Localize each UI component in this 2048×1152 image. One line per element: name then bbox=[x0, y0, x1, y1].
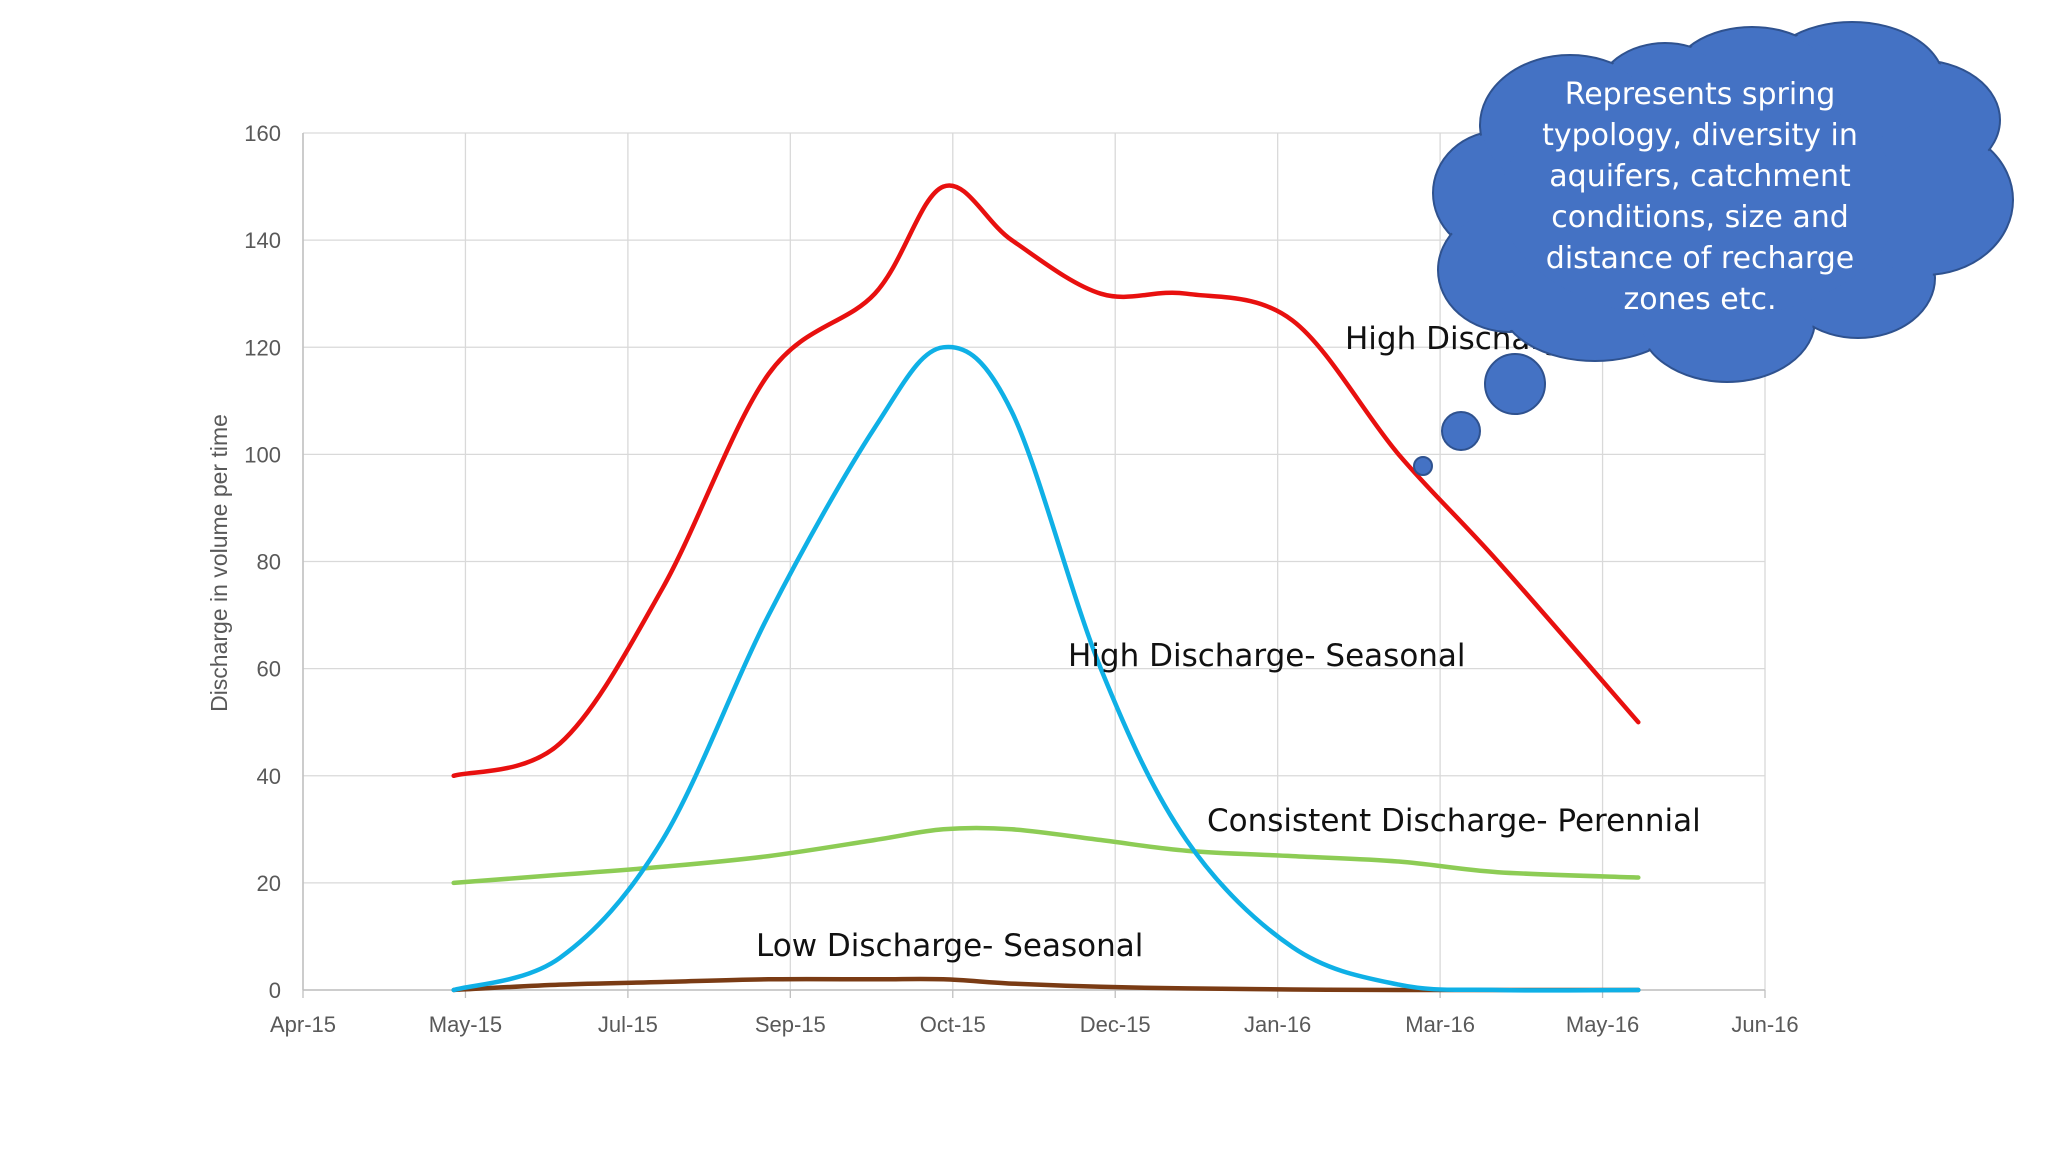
callout-text: Represents spring typology, diversity in… bbox=[1542, 77, 1858, 317]
series-line-high-discharge-seasonal bbox=[451, 344, 1641, 993]
series-lines bbox=[451, 183, 1641, 993]
y-tick-label: 80 bbox=[257, 550, 281, 575]
y-tick-label: 140 bbox=[244, 228, 281, 253]
x-tick-label: Oct-15 bbox=[920, 1012, 986, 1037]
thought-dot-medium bbox=[1441, 411, 1481, 451]
callout-line-5: distance of recharge bbox=[1546, 241, 1854, 276]
y-tick-label: 60 bbox=[257, 657, 281, 682]
y-tick-label: 0 bbox=[269, 978, 281, 1003]
grid bbox=[302, 132, 1766, 991]
series-line-high-discharge-perennial bbox=[451, 183, 1641, 779]
thought-dot-small bbox=[1413, 456, 1433, 476]
callout-line-4: conditions, size and bbox=[1551, 200, 1849, 235]
x-tick-label: Mar-16 bbox=[1405, 1012, 1475, 1037]
x-tick-label: Jan-16 bbox=[1244, 1012, 1311, 1037]
x-tick-label: Jun-16 bbox=[1731, 1012, 1798, 1037]
callout-line-3: aquifers, catchment bbox=[1549, 159, 1851, 194]
label-high-discharge-seasonal: High Discharge- Seasonal bbox=[1068, 638, 1466, 674]
label-low-discharge-seasonal: Low Discharge- Seasonal bbox=[756, 928, 1143, 964]
series-line-consistent-discharge-perennial bbox=[451, 825, 1641, 886]
callout-line-2: typology, diversity in bbox=[1542, 118, 1858, 153]
x-tick-label: Jul-15 bbox=[598, 1012, 658, 1037]
y-tick-label: 160 bbox=[244, 121, 281, 146]
y-tick-label: 120 bbox=[244, 335, 281, 360]
y-tick-label: 20 bbox=[257, 871, 281, 896]
callout-line-1: Represents spring bbox=[1565, 77, 1836, 112]
x-tick-label: Sep-15 bbox=[755, 1012, 826, 1037]
x-tick-label: Dec-15 bbox=[1080, 1012, 1151, 1037]
axes: Discharge in volume per time 0 20 40 60 80 10… bbox=[206, 121, 1799, 1037]
thought-bubble-callout: Represents spring typology, diversity in… bbox=[1413, 21, 2014, 476]
label-consistent-discharge-perennial: Consistent Discharge- Perennial bbox=[1207, 803, 1701, 839]
x-tick-label: May-15 bbox=[429, 1012, 502, 1037]
x-tick-label: Apr-15 bbox=[270, 1012, 336, 1037]
cloud-fill bbox=[1435, 24, 2011, 380]
series-line-low-discharge-seasonal bbox=[451, 976, 1641, 993]
y-tick-label: 100 bbox=[244, 442, 281, 467]
x-tick-label: May-16 bbox=[1566, 1012, 1639, 1037]
y-axis-title: Discharge in volume per time bbox=[206, 414, 232, 712]
y-tick-label: 40 bbox=[257, 764, 281, 789]
callout-line-6: zones etc. bbox=[1624, 282, 1777, 317]
thought-dot-large bbox=[1484, 353, 1546, 415]
series-labels: High Discharge- Seasonal Consistent Disc… bbox=[756, 321, 1746, 964]
